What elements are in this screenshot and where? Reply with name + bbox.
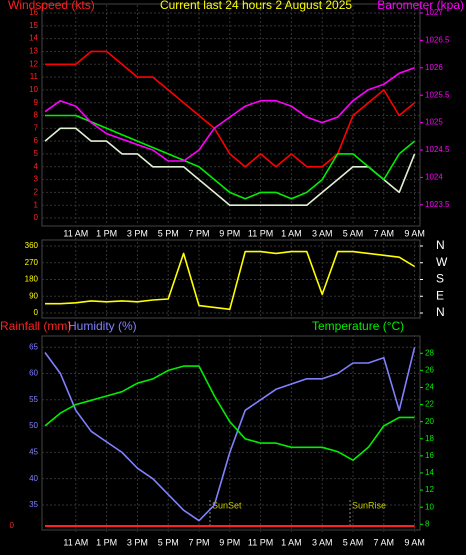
y-tick-label: 360 [25,241,39,250]
y2-tick-label: 1024 [425,173,443,182]
series-line [45,50,416,168]
y2-tick-label: N [436,305,445,319]
humidity-axis-title: Humidity (%) [68,319,137,333]
y2-tick-label: 26 [425,365,434,374]
y-tick-label: 90 [29,291,38,300]
y2-tick-label: E [436,288,444,302]
y-tick-label: 16 [29,8,38,17]
annotation: SunRise [352,500,386,510]
y2-tick-label: 20 [425,417,434,426]
baro-axis-title: Barometer (kpa) [377,0,464,12]
y-tick-label: 13 [29,47,38,56]
y-tick-label: 3 [34,175,39,184]
y2-tick-label: W [436,255,448,269]
y2-tick-label: 18 [425,434,434,443]
series-line [45,114,416,200]
x-tick-label: 5 AM [343,228,364,238]
series-line [44,67,415,162]
y2-tick-label: N [436,238,445,252]
x-tick-label: 11 AM [63,228,88,238]
y2-tick-label: 16 [425,451,434,460]
y-tick-label: 6 [34,136,39,145]
y-tick-label: 14 [29,34,38,43]
x-tick-label: 1 PM [96,228,117,238]
y2-tick-label: 14 [425,468,434,477]
y2-tick-label: 22 [425,400,434,409]
series-line [44,365,415,461]
temperature-axis-title: Temperature (°C) [312,319,404,333]
y2-tick-label: 1025.5 [425,90,450,99]
y-tick-label: 45 [29,447,38,456]
x-tick-label: 9 PM [219,228,240,238]
x-tick-label: 9 AM [404,537,425,547]
y2-tick-label: S [436,272,444,286]
x-tick-label: 11 PM [248,228,273,238]
y3-tick-label: 0 [10,521,15,530]
x-tick-label: 7 PM [188,537,209,547]
series-line [44,347,416,522]
x-tick-label: 7 AM [374,228,395,238]
y-tick-label: 7 [34,123,39,132]
annotation: SunSet [212,500,242,510]
x-tick-label: 9 PM [219,537,240,547]
climate-plot-area [41,335,421,531]
y2-tick-label: 8 [425,519,430,528]
x-tick-label: 7 PM [188,228,209,238]
y2-tick-label: 1026 [425,63,443,72]
y2-tick-label: 24 [425,383,434,392]
x-tick-label: 1 AM [281,228,302,238]
x-tick-label: 5 PM [158,228,179,238]
y-tick-label: 1 [34,200,39,209]
y-tick-label: 8 [34,111,39,120]
y-tick-label: 35 [29,500,38,509]
x-tick-label: 7 AM [374,537,395,547]
x-tick-label: 3 PM [127,537,148,547]
x-tick-label: 5 PM [158,537,179,547]
x-tick-label: 9 AM [404,228,425,238]
y2-tick-label: 12 [425,485,434,494]
x-tick-label: 11 PM [248,537,273,547]
y2-tick-label: 1023.5 [425,200,450,209]
x-tick-label: 3 AM [312,537,333,547]
wind-axis-title: Windspeed (kts) [8,0,95,12]
series-line [44,127,416,206]
y-tick-label: 0 [34,308,39,317]
y-tick-label: 55 [29,395,38,404]
y-tick-label: 180 [25,275,39,284]
x-tick-label: 1 PM [96,537,117,547]
x-tick-label: 5 AM [343,537,364,547]
y-tick-label: 0 [34,213,39,222]
y-tick-label: 65 [29,342,38,351]
x-tick-label: 1 AM [281,537,302,547]
y-tick-label: 60 [29,369,38,378]
x-tick-label: 3 AM [312,228,333,238]
y-tick-label: 15 [29,21,38,30]
y2-tick-label: 1024.5 [425,145,450,154]
x-tick-label: 11 AM [63,537,88,547]
y-tick-label: 50 [29,421,38,430]
y2-tick-label: 1027 [425,8,443,17]
y2-tick-label: 1025 [425,118,443,127]
series-line [45,250,416,311]
y-tick-label: 9 [34,98,39,107]
rain-axis-title: Rainfall (mm) [0,319,71,333]
y-tick-label: 4 [34,162,39,171]
y2-tick-label: 28 [425,348,434,357]
chart-title: Current last 24 hours 2 August 2025 [160,0,352,12]
y-tick-label: 11 [30,72,39,81]
y2-tick-label: 10 [425,502,434,511]
y-tick-label: 5 [34,149,39,158]
x-tick-label: 3 PM [127,228,148,238]
y-tick-label: 12 [29,59,38,68]
y-tick-label: 270 [25,258,39,267]
y-tick-label: 40 [29,474,38,483]
y2-tick-label: 1026.5 [425,36,450,45]
y-tick-label: 10 [29,85,38,94]
y-tick-label: 2 [34,187,39,196]
